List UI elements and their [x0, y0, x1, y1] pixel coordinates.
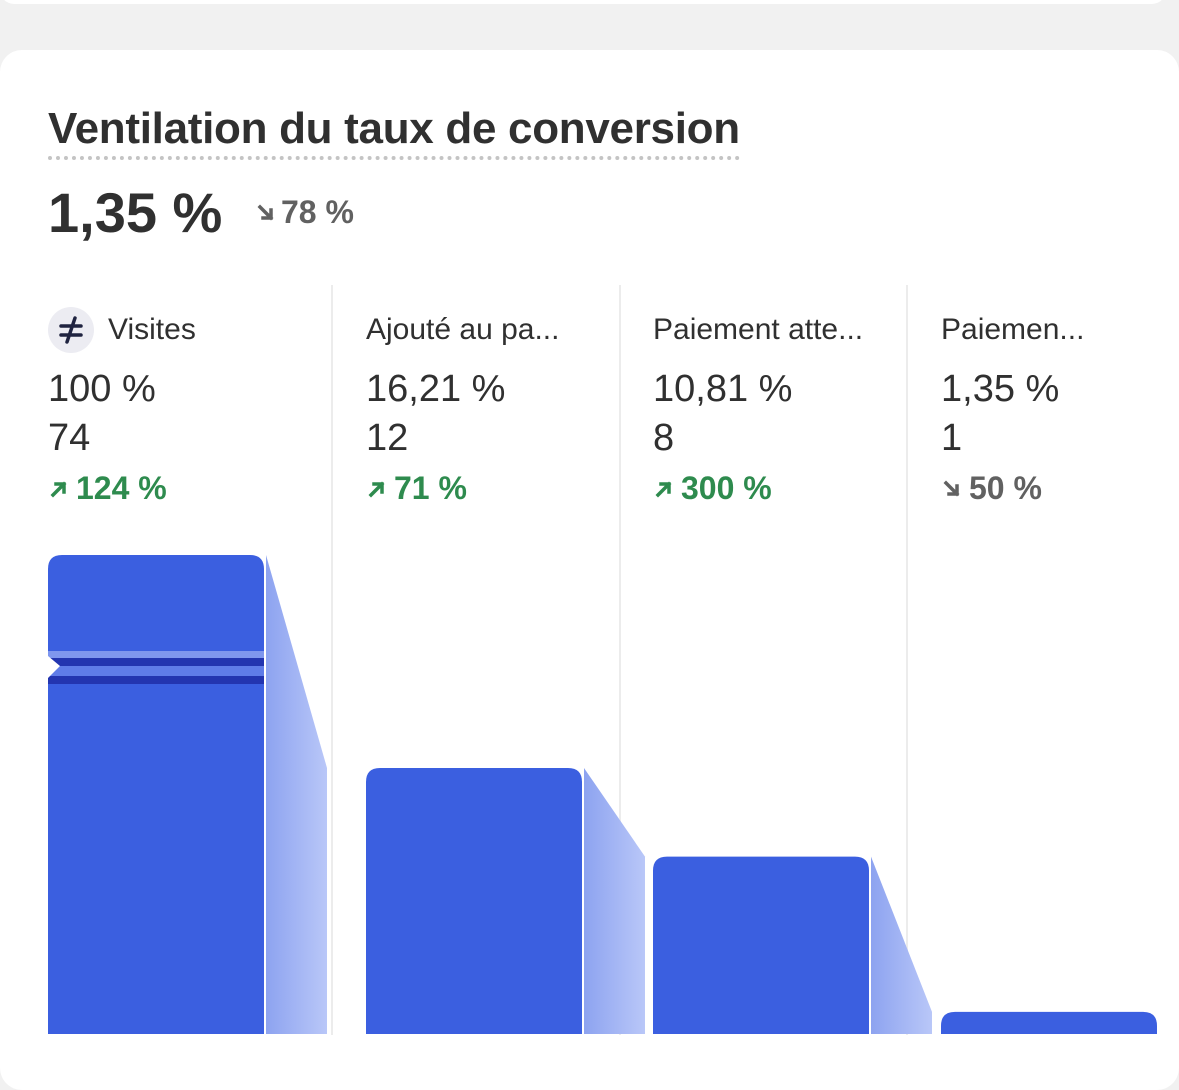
step-icon	[48, 307, 94, 353]
step-name: Ajouté au pa...	[366, 313, 560, 346]
divider	[906, 285, 908, 1035]
icon-glyph	[59, 316, 83, 344]
arrow	[50, 481, 67, 497]
card-title[interactable]: Ventilation du taux de conversion	[48, 104, 740, 160]
rate-change: 78 %	[255, 194, 354, 231]
funnel-bar	[941, 1011, 1157, 1034]
step-label: Ajouté au pa...	[366, 310, 636, 350]
funnel-connector	[871, 856, 932, 1034]
step-label: Visites	[48, 307, 318, 353]
change-value: 124 %	[76, 470, 167, 506]
step-rate: 16,21 %	[366, 368, 506, 410]
rate-change-value: 78 %	[281, 194, 354, 230]
step-count: 12	[366, 417, 409, 459]
step-change: 71 %	[366, 470, 636, 507]
step-rate: 100 %	[48, 368, 156, 410]
funnel-connector	[266, 555, 327, 1034]
previous-card	[0, 0, 1166, 4]
axis-break	[48, 666, 264, 676]
step-name: Paiemen...	[941, 313, 1085, 346]
change-value: 300 %	[681, 470, 772, 506]
trend-icon	[655, 481, 672, 497]
funnel-step: Visites 100 % 74 124 %	[48, 307, 318, 507]
arrow	[655, 481, 672, 497]
conversion-rate: 1,35 %	[48, 181, 223, 244]
step-count: 1	[941, 417, 963, 459]
step-label: Paiement atte...	[653, 310, 923, 350]
trend-icon	[50, 481, 67, 497]
trend-icon	[368, 481, 385, 497]
arrow	[943, 480, 960, 496]
axis-break	[48, 676, 264, 684]
funnel-connector	[584, 767, 645, 1034]
arrow	[368, 481, 385, 497]
funnel-step: Paiemen... 1,35 % 1 50 %	[941, 310, 1179, 507]
axis-break	[48, 658, 264, 666]
funnel-bar	[366, 767, 582, 1034]
step-change: 300 %	[653, 470, 923, 507]
step-change: 124 %	[48, 470, 318, 507]
step-rate: 10,81 %	[653, 368, 793, 410]
step-rate: 1,35 %	[941, 368, 1060, 410]
step-label: Paiemen...	[941, 310, 1179, 350]
funnel-chart	[48, 555, 1157, 1034]
funnel-step: Paiement atte... 10,81 % 8 300 %	[653, 310, 923, 507]
arrow	[257, 204, 274, 220]
change-value: 71 %	[394, 470, 467, 506]
step-change: 50 %	[941, 470, 1179, 507]
divider	[619, 285, 621, 1035]
axis-break	[48, 651, 264, 658]
step-count: 74	[48, 417, 91, 459]
divider	[331, 285, 333, 1035]
change-value: 50 %	[969, 470, 1042, 506]
step-name: Visites	[108, 313, 196, 346]
trend-icon	[257, 204, 274, 220]
step-count: 8	[653, 417, 675, 459]
funnel-step: Ajouté au pa... 16,21 % 12 71 %	[366, 310, 636, 507]
step-name: Paiement atte...	[653, 313, 864, 346]
axis-break	[48, 656, 60, 678]
funnel-bar	[48, 555, 264, 1034]
funnel-bar	[653, 856, 869, 1034]
trend-icon	[943, 480, 960, 496]
